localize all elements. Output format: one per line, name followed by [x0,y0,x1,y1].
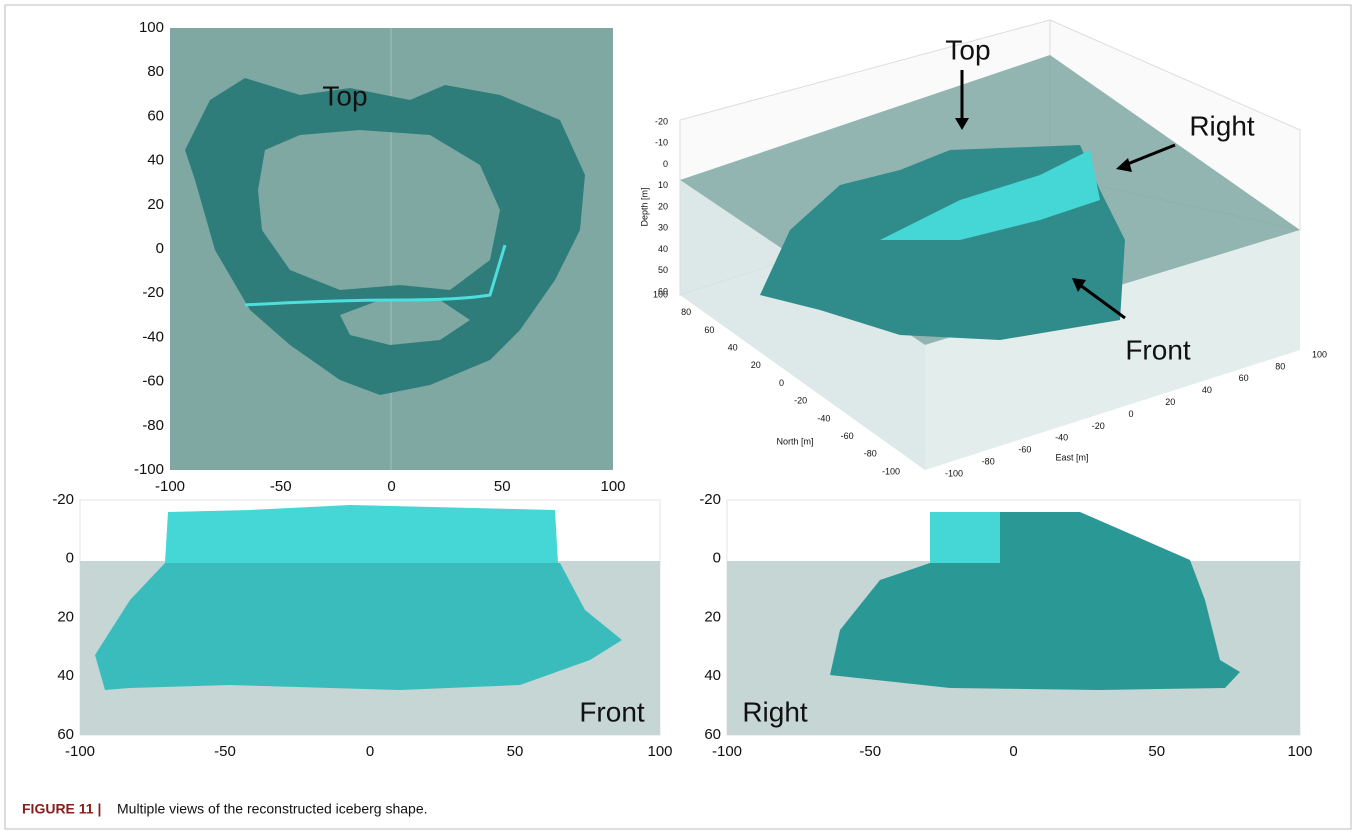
y-tick-label: 60 [57,726,74,743]
y-tick-label: -80 [142,417,164,434]
tick-label: -60 [1018,445,1031,455]
x-tick-label: 50 [507,743,524,760]
x-tick-label: 0 [366,743,374,760]
x-tick-label: 100 [647,743,672,760]
tick-label: 0 [663,159,668,169]
x-tick-label: -50 [859,743,881,760]
tick-label: 20 [658,201,668,211]
y-tick-label: -40 [142,328,164,345]
annotation: Right [1189,110,1255,141]
tick-label: 100 [653,289,668,299]
panel-label: Top [322,80,367,111]
tick-label: -10 [655,138,668,148]
y-tick-label: -20 [699,491,721,508]
x-tick-label: 0 [387,478,395,495]
y-tick-label: 20 [704,608,721,625]
tick-label: -40 [1055,433,1068,443]
caption-text: Multiple views of the reconstructed iceb… [117,801,428,817]
tick-label: 40 [728,342,738,352]
y-tick-label: -20 [52,491,74,508]
caption-label: FIGURE 11 | [22,801,101,817]
iceberg-front-below [95,563,622,690]
y-tick-label: 40 [704,667,721,684]
axis-label: Depth [m] [639,187,649,226]
tick-label: 0 [779,378,784,388]
x-tick-label: -100 [65,743,95,760]
axis-label: North [m] [776,436,813,446]
y-tick-label: -60 [142,373,164,390]
y-tick-label: 40 [57,667,74,684]
y-tick-label: -20 [142,284,164,301]
tick-label: 20 [751,360,761,370]
tick-label: 50 [658,265,668,275]
tick-label: -20 [655,116,668,126]
x-tick-label: 50 [1148,743,1165,760]
y-tick-label: 80 [147,63,164,80]
annotation: Top [945,34,990,65]
tick-label: -20 [1092,421,1105,431]
tick-label: 40 [658,244,668,254]
x-tick-label: 100 [600,478,625,495]
y-tick-label: 60 [704,726,721,743]
tick-label: -20 [794,396,807,406]
x-tick-label: 100 [1287,743,1312,760]
tick-label: 0 [1129,409,1134,419]
tick-label: 80 [681,307,691,317]
x-tick-label: 50 [494,478,511,495]
y-tick-label: 0 [66,550,74,567]
y-tick-label: 100 [139,19,164,36]
y-tick-label: 20 [57,608,74,625]
y-tick-label: 0 [713,550,721,567]
tick-label: 60 [1239,373,1249,383]
figure: Top -100-50050100100806040200-20-40-60-8… [0,0,1357,835]
axis-label: East [m] [1055,452,1088,462]
tick-label: -40 [817,413,830,423]
tick-label: 10 [658,180,668,190]
x-tick-label: -50 [270,478,292,495]
iceberg-right-above [930,512,1000,563]
tick-label: -100 [945,468,963,478]
tick-label: -60 [841,431,854,441]
y-tick-label: 20 [147,196,164,213]
tick-label: -100 [882,466,900,476]
x-tick-label: -50 [214,743,236,760]
tick-label: 40 [1202,385,1212,395]
y-tick-label: 60 [147,107,164,124]
y-tick-label: 0 [156,240,164,257]
x-tick-label: -100 [155,478,185,495]
y-tick-label: 40 [147,152,164,169]
tick-label: -80 [982,456,995,466]
x-tick-label: 0 [1009,743,1017,760]
y-tick-label: -100 [134,461,164,478]
tick-label: 100 [1312,349,1327,359]
tick-label: 20 [1165,397,1175,407]
x-tick-label: -100 [712,743,742,760]
panel-label: Right [742,696,808,727]
panel-label: Front [579,696,645,727]
tick-label: 80 [1275,361,1285,371]
iceberg-front-above [165,505,558,563]
tick-label: 30 [658,223,668,233]
tick-label: -80 [864,449,877,459]
tick-label: 60 [704,325,714,335]
annotation: Front [1125,334,1191,365]
